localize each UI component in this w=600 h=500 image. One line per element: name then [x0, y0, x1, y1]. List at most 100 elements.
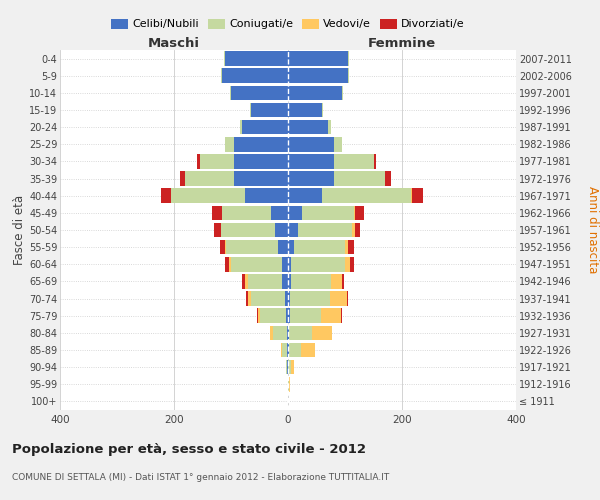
Bar: [251, 292, 285, 306]
Bar: [288, 360, 291, 374]
Text: Maschi: Maschi: [148, 37, 200, 50]
Bar: [283, 274, 288, 288]
Bar: [288, 326, 289, 340]
Bar: [345, 240, 348, 254]
Bar: [234, 154, 288, 168]
Bar: [287, 326, 288, 340]
Bar: [288, 274, 291, 288]
Bar: [288, 292, 290, 306]
Bar: [355, 222, 361, 238]
Bar: [248, 292, 251, 306]
Bar: [171, 188, 245, 203]
Bar: [290, 308, 321, 323]
Bar: [180, 172, 185, 186]
Bar: [245, 274, 248, 288]
Bar: [260, 308, 286, 323]
Bar: [288, 206, 302, 220]
Bar: [231, 86, 288, 100]
Bar: [410, 188, 412, 203]
Bar: [288, 188, 322, 203]
Bar: [345, 257, 350, 272]
Bar: [288, 137, 334, 152]
Bar: [288, 308, 290, 323]
Bar: [226, 52, 288, 66]
Bar: [245, 188, 288, 203]
Bar: [355, 206, 364, 220]
Bar: [223, 206, 271, 220]
Bar: [288, 240, 294, 254]
Bar: [220, 240, 226, 254]
Bar: [278, 240, 288, 254]
Bar: [291, 274, 331, 288]
Bar: [224, 52, 226, 66]
Bar: [288, 102, 322, 118]
Bar: [328, 120, 331, 134]
Bar: [212, 206, 223, 220]
Bar: [385, 172, 391, 186]
Bar: [288, 68, 348, 83]
Bar: [347, 292, 348, 306]
Bar: [234, 137, 288, 152]
Bar: [341, 308, 342, 323]
Bar: [352, 222, 355, 238]
Bar: [334, 137, 342, 152]
Text: Popolazione per età, sesso e stato civile - 2012: Popolazione per età, sesso e stato civil…: [12, 442, 366, 456]
Bar: [288, 172, 334, 186]
Bar: [257, 308, 258, 323]
Bar: [289, 377, 290, 392]
Bar: [322, 102, 323, 118]
Bar: [230, 86, 231, 100]
Bar: [226, 137, 234, 152]
Text: COMUNE DI SETTALA (MI) - Dati ISTAT 1° gennaio 2012 - Elaborazione TUTTITALIA.IT: COMUNE DI SETTALA (MI) - Dati ISTAT 1° g…: [12, 472, 389, 482]
Bar: [288, 86, 342, 100]
Bar: [288, 52, 348, 66]
Bar: [272, 326, 287, 340]
Bar: [329, 292, 347, 306]
Bar: [334, 154, 373, 168]
Bar: [288, 257, 291, 272]
Text: Femmine: Femmine: [368, 37, 436, 50]
Bar: [242, 274, 245, 288]
Bar: [288, 377, 289, 392]
Bar: [302, 206, 353, 220]
Bar: [287, 342, 288, 357]
Bar: [271, 326, 272, 340]
Bar: [348, 68, 349, 83]
Bar: [197, 154, 200, 168]
Bar: [373, 154, 376, 168]
Bar: [185, 172, 234, 186]
Bar: [294, 240, 345, 254]
Bar: [412, 188, 423, 203]
Bar: [290, 292, 329, 306]
Bar: [248, 274, 283, 288]
Bar: [275, 222, 288, 238]
Y-axis label: Fasce di età: Fasce di età: [13, 195, 26, 265]
Bar: [342, 274, 344, 288]
Bar: [283, 257, 288, 272]
Bar: [214, 222, 221, 238]
Bar: [221, 68, 223, 83]
Bar: [288, 342, 289, 357]
Bar: [223, 68, 288, 83]
Bar: [348, 52, 349, 66]
Bar: [288, 154, 334, 168]
Bar: [353, 206, 355, 220]
Bar: [231, 257, 283, 272]
Bar: [291, 360, 294, 374]
Bar: [288, 120, 328, 134]
Bar: [283, 342, 287, 357]
Bar: [229, 257, 231, 272]
Bar: [350, 257, 354, 272]
Bar: [242, 120, 288, 134]
Bar: [258, 308, 260, 323]
Bar: [298, 222, 352, 238]
Bar: [321, 308, 341, 323]
Bar: [247, 292, 248, 306]
Bar: [161, 188, 171, 203]
Y-axis label: Anni di nascita: Anni di nascita: [586, 186, 599, 274]
Bar: [239, 120, 242, 134]
Bar: [289, 326, 312, 340]
Bar: [288, 222, 298, 238]
Bar: [226, 240, 278, 254]
Legend: Celibi/Nubili, Coniugati/e, Vedovi/e, Divorziati/e: Celibi/Nubili, Coniugati/e, Vedovi/e, Di…: [107, 14, 469, 34]
